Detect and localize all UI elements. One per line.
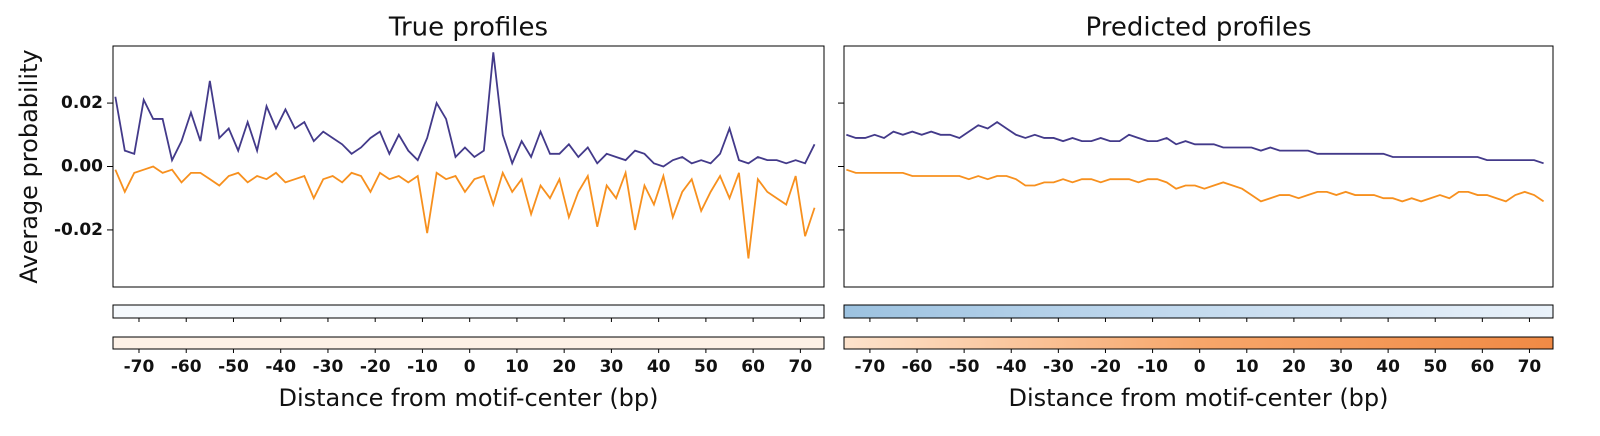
chart-title: Predicted profiles — [1086, 13, 1312, 43]
x-tick-label: 50 — [1423, 357, 1447, 377]
plot-frame — [843, 45, 1554, 288]
x-tick-label: 70 — [789, 357, 813, 377]
x-tick-label: -30 — [313, 357, 344, 377]
x-tick-label: -60 — [171, 357, 202, 377]
x-tick-label: -30 — [1043, 357, 1074, 377]
x-tick-label: -40 — [996, 357, 1027, 377]
x-tick-label: 30 — [600, 357, 624, 377]
plot-frame — [112, 45, 825, 288]
x-tick-label: 20 — [1282, 357, 1306, 377]
x-tick-label: 20 — [552, 357, 576, 377]
x-tick-label: -20 — [360, 357, 391, 377]
heatmap-strip — [843, 304, 1554, 319]
profile-line — [114, 52, 816, 168]
y-tick-label: 0.00 — [61, 157, 103, 177]
chart-title: True profiles — [388, 13, 548, 43]
heatmap-strip — [112, 336, 825, 350]
x-tick-label: 60 — [1470, 357, 1494, 377]
x-tick-label: -40 — [265, 357, 296, 377]
profile-line — [846, 168, 1545, 203]
y-axis-label: Average probability — [15, 49, 43, 283]
x-tick-label: 0 — [464, 357, 476, 377]
x-tick-label: -70 — [124, 357, 155, 377]
x-tick-label: -50 — [949, 357, 980, 377]
x-tick-label: -60 — [902, 357, 933, 377]
y-tick-label: 0.02 — [61, 93, 103, 113]
x-tick-label: 40 — [647, 357, 671, 377]
heatmap-strip — [112, 304, 825, 319]
x-tick-label: -70 — [855, 357, 886, 377]
x-tick-label: -10 — [407, 357, 438, 377]
x-axis-label: Distance from motif-center (bp) — [1008, 384, 1388, 412]
x-tick-label: -20 — [1090, 357, 1121, 377]
x-tick-label: 0 — [1194, 357, 1206, 377]
heatmap-strip — [843, 336, 1554, 350]
profile-line — [846, 121, 1544, 165]
x-tick-label: 10 — [505, 357, 529, 377]
profile-line — [114, 165, 816, 259]
x-tick-label: 10 — [1235, 357, 1259, 377]
x-tick-label: -10 — [1137, 357, 1168, 377]
x-axis-label: Distance from motif-center (bp) — [278, 384, 658, 412]
x-tick-label: 60 — [741, 357, 765, 377]
x-tick-label: 40 — [1376, 357, 1400, 377]
x-tick-label: -50 — [218, 357, 249, 377]
x-tick-label: 50 — [694, 357, 718, 377]
x-tick-label: 30 — [1329, 357, 1353, 377]
y-tick-label: -0.02 — [54, 220, 103, 240]
x-tick-label: 70 — [1518, 357, 1542, 377]
